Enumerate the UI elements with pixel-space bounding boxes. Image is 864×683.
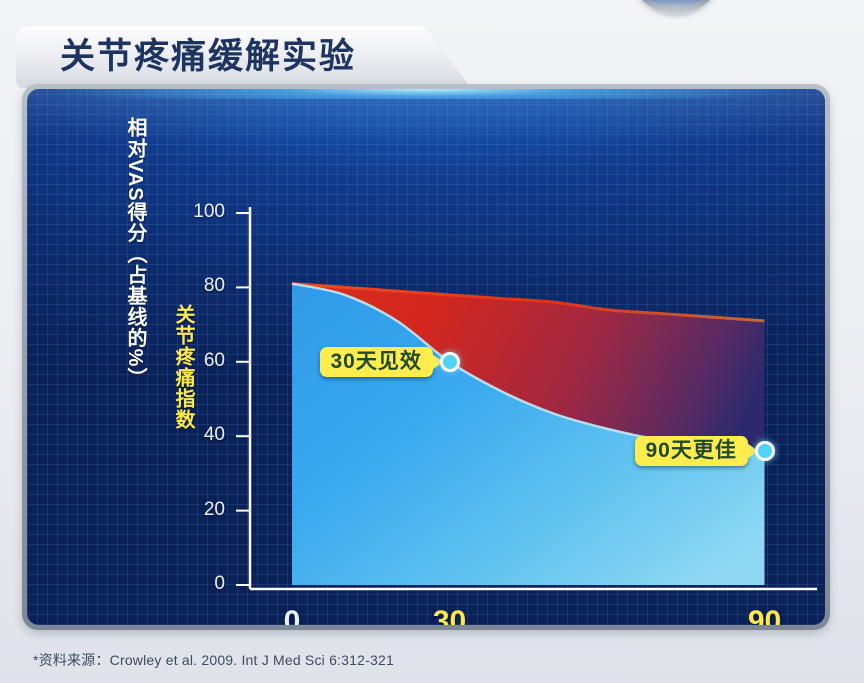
chart-panel: 相对VAS得分（占基线的%） 关节疼痛指数 0 20 40 60 80 100 [27, 89, 825, 625]
y-tick-label: 100 [193, 201, 225, 222]
x-tick-label: 90 [747, 605, 782, 625]
x-tick-label: 30 [432, 605, 467, 625]
panel-top-glow [27, 89, 825, 99]
chart-axes [236, 207, 817, 591]
y-tick-label: 60 [203, 349, 225, 371]
y-axis-label-secondary: 关节疼痛指数 [172, 304, 194, 430]
page-title: 关节疼痛缓解实验 [60, 37, 357, 76]
y-tick-label: 40 [203, 424, 225, 446]
y-axis-label: 相对VAS得分（占基线的%） [124, 117, 146, 389]
annotation-90-day[interactable]: 90天更佳 [634, 436, 759, 467]
y-tick-label: 0 [214, 573, 225, 594]
data-point-marker-90-day[interactable] [754, 441, 775, 462]
annotation-30-day[interactable]: 30天见效 [319, 346, 444, 377]
x-tick-label: 0 [283, 605, 301, 625]
chart-plot-area: 相对VAS得分（占基线的%） 关节疼痛指数 0 20 40 60 80 100 [27, 89, 825, 625]
source-footnote: *资料来源：Crowley et al. 2009. Int J Med Sci… [33, 652, 394, 668]
title-tab: 关节疼痛缓解实验 [16, 26, 471, 88]
data-point-marker-30-day[interactable] [439, 351, 460, 372]
chart-panel-frame: 相对VAS得分（占基线的%） 关节疼痛指数 0 20 40 60 80 100 [22, 84, 830, 630]
y-tick-label: 80 [203, 275, 225, 297]
line-glucosamine [291, 282, 765, 323]
y-tick-label: 20 [203, 498, 225, 520]
y-axis-ticks: 0 20 40 60 80 100 [177, 89, 225, 625]
x-axis-ticks: 0 30 90 [27, 605, 825, 625]
y-tick-marks [236, 212, 250, 586]
top-circular-badge [628, 0, 724, 14]
